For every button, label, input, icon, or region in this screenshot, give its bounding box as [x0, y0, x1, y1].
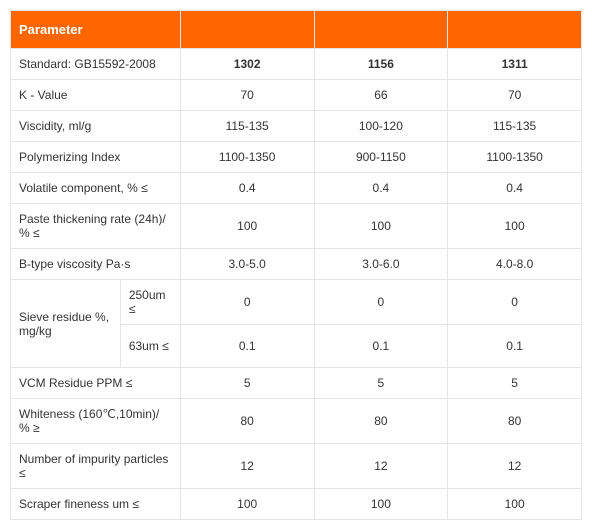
param-label: B-type viscosity Pa·s: [11, 249, 181, 280]
cell-value: 0: [180, 280, 314, 325]
cell-value: 100: [180, 489, 314, 520]
header-parameter: Parameter: [11, 11, 181, 49]
cell-value: 0.4: [314, 173, 448, 204]
cell-value: 4.0-8.0: [448, 249, 582, 280]
cell-value: 0.1: [180, 325, 314, 368]
cell-value: 5: [448, 368, 582, 399]
param-label: K - Value: [11, 80, 181, 111]
cell-value: 100: [180, 204, 314, 249]
parameter-table: Parameter Standard: GB15592-2008 1302 11…: [10, 10, 582, 520]
param-label: Whiteness (160℃,10min)/ % ≥: [11, 399, 181, 444]
header-col2: [314, 11, 448, 49]
table-row: Whiteness (160℃,10min)/ % ≥ 80 80 80: [11, 399, 582, 444]
param-label: Standard: GB15592-2008: [11, 49, 181, 80]
header-col3: [448, 11, 582, 49]
cell-value: 115-135: [180, 111, 314, 142]
param-label: Number of impurity particles ≤: [11, 444, 181, 489]
cell-value: 0: [314, 280, 448, 325]
cell-value: 0.4: [180, 173, 314, 204]
cell-value: 100-120: [314, 111, 448, 142]
param-label: Paste thickening rate (24h)/ % ≤: [11, 204, 181, 249]
param-label: Scraper fineness um ≤: [11, 489, 181, 520]
header-col1: [180, 11, 314, 49]
table-row: Polymerizing Index 1100-1350 900-1150 11…: [11, 142, 582, 173]
param-label: Viscidity, ml/g: [11, 111, 181, 142]
cell-value: 1156: [314, 49, 448, 80]
cell-value: 100: [314, 489, 448, 520]
table-row: Sieve residue %, mg/kg 250um ≤ 0 0 0: [11, 280, 582, 325]
cell-value: 80: [448, 399, 582, 444]
cell-value: 0.4: [448, 173, 582, 204]
cell-value: 100: [448, 204, 582, 249]
table-row: Scraper fineness um ≤ 100 100 100: [11, 489, 582, 520]
param-label: Sieve residue %, mg/kg: [11, 280, 121, 368]
cell-value: 12: [314, 444, 448, 489]
cell-value: 70: [180, 80, 314, 111]
cell-value: 115-135: [448, 111, 582, 142]
cell-value: 5: [314, 368, 448, 399]
param-sublabel: 250um ≤: [120, 280, 180, 325]
cell-value: 1100-1350: [180, 142, 314, 173]
cell-value: 1302: [180, 49, 314, 80]
table-row: Number of impurity particles ≤ 12 12 12: [11, 444, 582, 489]
table-row: Viscidity, ml/g 115-135 100-120 115-135: [11, 111, 582, 142]
cell-value: 1311: [448, 49, 582, 80]
table-row: VCM Residue PPM ≤ 5 5 5: [11, 368, 582, 399]
table-row: K - Value 70 66 70: [11, 80, 582, 111]
table-row: B-type viscosity Pa·s 3.0-5.0 3.0-6.0 4.…: [11, 249, 582, 280]
cell-value: 70: [448, 80, 582, 111]
table-header-row: Parameter: [11, 11, 582, 49]
table-row: Standard: GB15592-2008 1302 1156 1311: [11, 49, 582, 80]
table-row: Paste thickening rate (24h)/ % ≤ 100 100…: [11, 204, 582, 249]
cell-value: 100: [448, 489, 582, 520]
cell-value: 80: [180, 399, 314, 444]
param-sublabel: 63um ≤: [120, 325, 180, 368]
param-label: VCM Residue PPM ≤: [11, 368, 181, 399]
cell-value: 66: [314, 80, 448, 111]
cell-value: 0: [448, 280, 582, 325]
param-label: Polymerizing Index: [11, 142, 181, 173]
cell-value: 3.0-5.0: [180, 249, 314, 280]
cell-value: 12: [180, 444, 314, 489]
cell-value: 900-1150: [314, 142, 448, 173]
table-row: Volatile component, % ≤ 0.4 0.4 0.4: [11, 173, 582, 204]
cell-value: 0.1: [314, 325, 448, 368]
cell-value: 0.1: [448, 325, 582, 368]
param-label: Volatile component, % ≤: [11, 173, 181, 204]
cell-value: 100: [314, 204, 448, 249]
cell-value: 1100-1350: [448, 142, 582, 173]
cell-value: 5: [180, 368, 314, 399]
cell-value: 12: [448, 444, 582, 489]
cell-value: 3.0-6.0: [314, 249, 448, 280]
cell-value: 80: [314, 399, 448, 444]
